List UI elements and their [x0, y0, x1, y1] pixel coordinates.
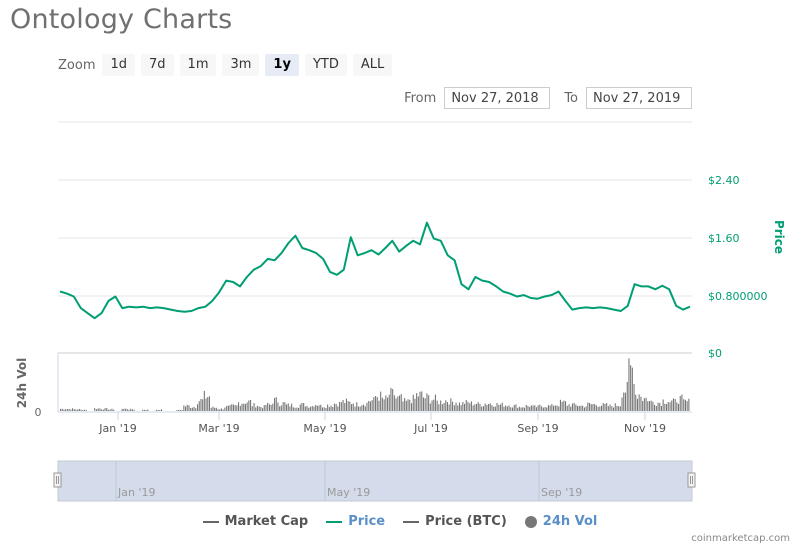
navigator-range[interactable]	[57, 460, 693, 502]
page-title: Ontology Charts	[10, 4, 233, 35]
to-date-input[interactable]	[586, 87, 692, 109]
price-line[interactable]	[59, 221, 691, 320]
zoom-button-1y[interactable]: 1y	[265, 54, 299, 76]
navigator-tick-label: May '19	[327, 486, 370, 499]
zoom-button-all[interactable]: ALL	[352, 54, 393, 76]
legend-label: 24h Vol	[542, 514, 598, 529]
navigator-tick-label: Jan '19	[117, 486, 155, 499]
zoom-button-1d[interactable]: 1d	[102, 54, 136, 76]
line-marker-icon	[202, 520, 219, 523]
x-tick-label: Sep '19	[517, 422, 558, 435]
volume-axis-title: 24h Vol	[15, 358, 29, 408]
price-chart[interactable]: $0 $0.800000 $1.60 $2.40 Price 24h Vol 0 Ja…	[0, 0, 800, 510]
zoom-button-3m[interactable]: 3m	[222, 54, 260, 76]
legend-label: Market Cap	[224, 514, 309, 529]
volume-zero-label: 0	[35, 406, 42, 419]
chart-legend: Market Cap Price Price (BTC) 24h Vol	[0, 514, 800, 529]
legend-item-market-cap[interactable]: Market Cap	[202, 514, 309, 529]
volume-bars[interactable]	[60, 358, 690, 411]
price-tick-label: $0.800000	[708, 290, 768, 303]
to-label: To	[564, 90, 578, 106]
x-tick-label: Nov '19	[624, 422, 666, 435]
price-axis-labels: $0 $0.800000 $1.60 $2.40	[708, 174, 768, 360]
line-marker-icon	[403, 520, 420, 523]
navigator-left-handle[interactable]	[53, 472, 62, 488]
circle-marker-icon	[524, 515, 537, 528]
legend-label: Price	[348, 514, 386, 529]
zoom-button-ytd[interactable]: YTD	[304, 54, 347, 76]
date-range: From To	[404, 87, 692, 109]
legend-item-price-btc[interactable]: Price (BTC)	[403, 514, 507, 529]
x-axis-labels: Jan '19 Mar '19 May '19 Jul '19 Sep '19 Nov '…	[98, 412, 666, 435]
x-tick-label: Jul '19	[413, 422, 448, 435]
zoom-label: Zoom	[58, 57, 96, 73]
zoom-button-7d[interactable]: 7d	[141, 54, 174, 76]
from-label: From	[404, 90, 437, 106]
credits-link[interactable]: coinmarketcap.com	[691, 533, 790, 544]
zoom-button-1m[interactable]: 1m	[179, 54, 217, 76]
x-tick-label: Mar '19	[198, 422, 239, 435]
x-tick-label: May '19	[303, 422, 346, 435]
price-tick-label: $1.60	[708, 232, 740, 245]
price-gridlines	[58, 121, 692, 297]
price-axis-title: Price	[772, 220, 786, 254]
navigator-right-handle[interactable]	[687, 472, 696, 488]
navigator-tick-label: Sep '19	[541, 486, 582, 499]
price-tick-label: $0	[708, 347, 722, 360]
from-date-input[interactable]	[444, 87, 551, 109]
zoom-selector: Zoom 1d 7d 1m 3m 1y YTD ALL	[58, 54, 393, 76]
x-tick-label: Jan '19	[98, 422, 136, 435]
legend-item-price[interactable]: Price	[326, 514, 385, 529]
line-marker-icon	[326, 520, 343, 523]
legend-label: Price (BTC)	[425, 514, 507, 529]
navigator-axis-labels: Jan '19 May '19 Sep '19	[115, 461, 582, 501]
price-tick-label: $2.40	[708, 174, 740, 187]
legend-item-24h-vol[interactable]: 24h Vol	[524, 514, 598, 529]
